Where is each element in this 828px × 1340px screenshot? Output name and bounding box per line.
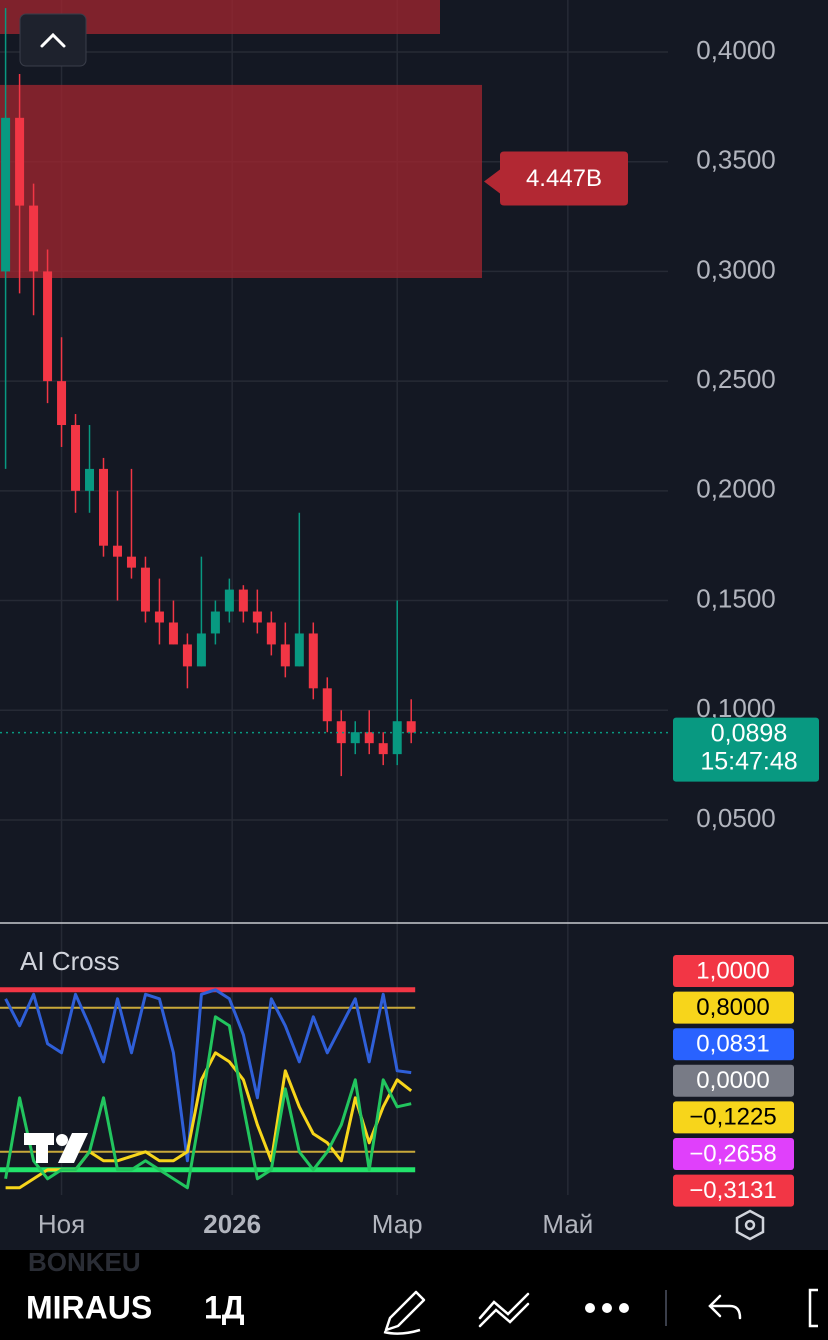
tv-logo — [24, 1133, 88, 1163]
y-tick-label: 0,0500 — [696, 803, 776, 833]
y-tick-label: 0,3500 — [696, 145, 776, 175]
value-tag — [673, 1138, 794, 1170]
last-price-tag — [673, 717, 819, 782]
candle-body — [196, 633, 206, 667]
candle-body — [308, 633, 318, 689]
candle-body — [85, 468, 95, 491]
interval[interactable]: 1Д — [204, 1289, 245, 1325]
watermark: BONKEU — [28, 1247, 141, 1277]
x-tick-label: Ноя — [38, 1209, 85, 1239]
candle-body — [99, 468, 108, 546]
indicator-title: AI Cross — [20, 946, 120, 976]
value-tag-label: −0,3131 — [689, 1177, 776, 1204]
candle-body — [294, 633, 304, 667]
candle-body — [406, 721, 416, 733]
collapse-button[interactable] — [19, 13, 87, 67]
candles — [0, 8, 672, 777]
y-tick-label: 0,3000 — [696, 254, 776, 284]
candle-body — [336, 721, 346, 744]
value-tag-label: 0,8000 — [696, 994, 769, 1021]
candle-body — [15, 117, 25, 206]
countdown: 15:47:48 — [700, 747, 797, 775]
candle-body — [322, 688, 332, 722]
draw-button[interactable] — [383, 1290, 426, 1335]
candle-body — [350, 732, 360, 744]
settings-button[interactable] — [735, 1209, 765, 1241]
y-tick-label: 0,2000 — [696, 474, 776, 504]
zone-callout — [484, 151, 628, 206]
value-tag — [673, 955, 794, 987]
last-price-label: 0,0898 — [711, 719, 787, 747]
value-tag-label: 0,0000 — [696, 1067, 769, 1094]
value-tag — [673, 1064, 794, 1097]
x-tick-label: Мар — [372, 1209, 423, 1239]
indicator-line — [4, 988, 412, 1163]
indicators-button[interactable] — [478, 1292, 530, 1328]
candle-body — [266, 622, 276, 645]
x-tick-label: 2026 — [203, 1209, 261, 1239]
y-tick-label: 0,1500 — [696, 583, 776, 613]
more-button[interactable] — [585, 1303, 629, 1313]
candle-body — [364, 732, 374, 744]
value-tag-label: −0,2658 — [689, 1140, 776, 1167]
candle-body — [140, 567, 150, 612]
candle-body — [154, 611, 164, 623]
candle-body — [57, 381, 67, 426]
fullscreen-button[interactable] — [808, 1288, 818, 1328]
zones: 4.447B — [0, 0, 628, 279]
candle-body — [29, 205, 39, 272]
y-tick-label: 0,2500 — [696, 364, 776, 394]
zone-label: 4.447B — [526, 165, 602, 192]
indicator-line — [4, 1015, 412, 1190]
candle-body — [1, 117, 11, 272]
value-tag — [673, 991, 794, 1024]
candle-body — [378, 743, 388, 755]
value-tag — [673, 1028, 794, 1061]
undo-button[interactable] — [708, 1294, 742, 1320]
value-tag-label: −0,1225 — [689, 1104, 776, 1131]
candle-body — [210, 611, 220, 634]
candle-body — [112, 545, 122, 557]
candle-body — [238, 589, 248, 612]
candle-body — [182, 644, 192, 667]
candle-body — [43, 271, 53, 382]
value-tag-label: 1,0000 — [696, 957, 769, 984]
value-tag — [673, 1101, 794, 1134]
candle-body — [126, 556, 136, 568]
candle-body — [224, 589, 234, 612]
candle-body — [392, 721, 402, 755]
value-tag — [673, 1174, 794, 1207]
y-tick-label: 0,4000 — [696, 35, 776, 65]
candle-body — [252, 611, 262, 623]
candle-body — [168, 622, 178, 645]
indicator — [0, 987, 416, 1190]
value-tag-label: 0,0831 — [696, 1031, 769, 1058]
candle-body — [71, 425, 81, 491]
labels: Ноя 2026 Мар Май0,05000,10000,15000,20000,2… — [38, 35, 819, 1239]
x-tick-label: Май — [542, 1209, 593, 1239]
volume-zone — [0, 84, 482, 279]
ticker[interactable]: MIRAUS — [26, 1289, 152, 1325]
candle-body — [280, 644, 290, 667]
